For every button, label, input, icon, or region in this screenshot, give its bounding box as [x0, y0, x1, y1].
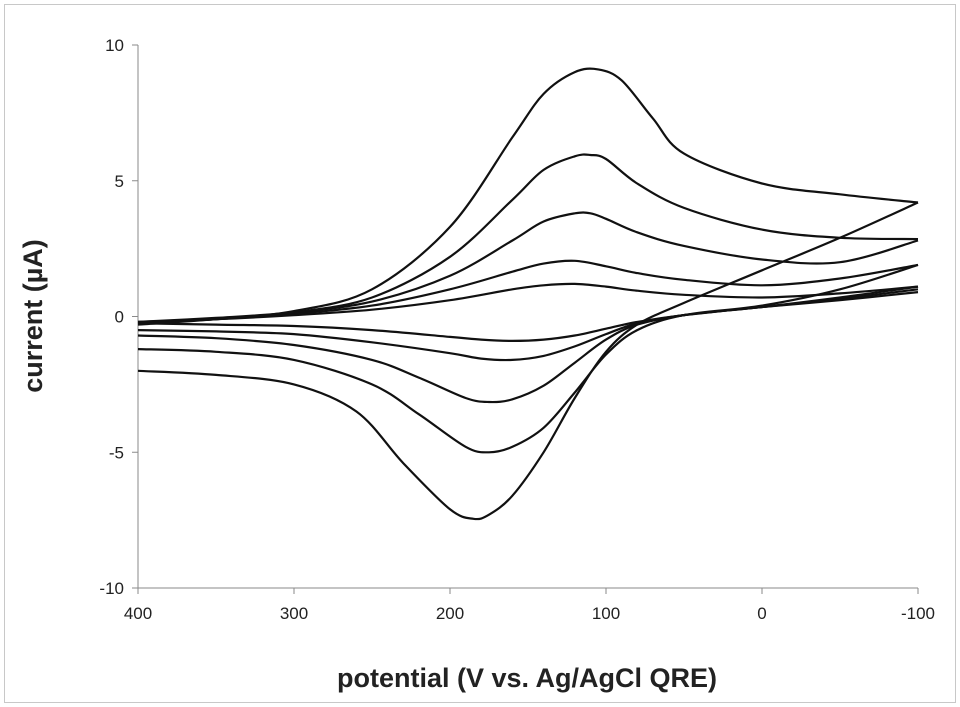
series-5-forward-scan	[137, 67, 919, 326]
y-tick-label: -10	[99, 579, 124, 598]
series-4-forward-scan	[137, 153, 919, 325]
y-axis-title: current (µA)	[18, 239, 48, 393]
x-axis-title: potential (V vs. Ag/AgCl QRE)	[337, 663, 717, 693]
y-tick-label: 10	[105, 36, 124, 55]
series-4	[137, 153, 919, 454]
y-tick-label: 5	[115, 172, 124, 191]
series-2-forward-scan	[137, 259, 919, 325]
series-5-reverse-scan	[137, 201, 919, 521]
series-layer	[137, 67, 919, 521]
series-4-reverse-scan	[137, 263, 919, 454]
x-tick-label: -100	[901, 604, 935, 623]
x-tick-label: 100	[592, 604, 620, 623]
x-tick-label: 200	[436, 604, 464, 623]
axes	[132, 44, 919, 594]
x-tick-label: 400	[124, 604, 152, 623]
y-tick-label: 0	[115, 308, 124, 327]
series-1-forward-scan	[137, 282, 919, 323]
y-tick-label: -5	[109, 443, 124, 462]
x-tick-label: 300	[280, 604, 308, 623]
series-5	[137, 67, 919, 521]
labels: -10 -5 0 5 10 400 300 200 100 0 -100	[99, 36, 935, 623]
chart-border	[4, 4, 956, 703]
x-tick-label: 0	[757, 604, 766, 623]
